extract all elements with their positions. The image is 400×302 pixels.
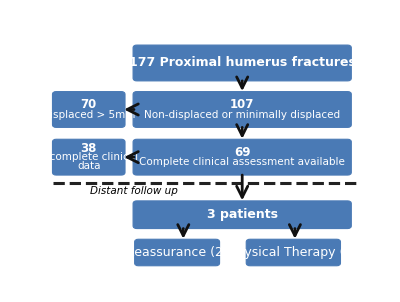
Text: 107: 107 <box>230 98 254 111</box>
FancyBboxPatch shape <box>246 239 340 266</box>
Text: 177 Proximal humerus fractures: 177 Proximal humerus fractures <box>129 56 356 69</box>
Text: Reassurance (2): Reassurance (2) <box>126 246 228 259</box>
Text: Displaced > 5mm: Displaced > 5mm <box>42 110 136 120</box>
Text: Incomplete clinical: Incomplete clinical <box>40 152 138 162</box>
FancyBboxPatch shape <box>133 139 351 175</box>
Text: data: data <box>77 161 100 171</box>
Text: 38: 38 <box>80 142 97 155</box>
Text: Complete clinical assessment available: Complete clinical assessment available <box>139 157 345 167</box>
FancyBboxPatch shape <box>135 239 220 266</box>
FancyBboxPatch shape <box>52 139 125 175</box>
Text: Distant follow up: Distant follow up <box>90 186 178 196</box>
Text: Physical Therapy (1): Physical Therapy (1) <box>229 246 358 259</box>
Text: 69: 69 <box>234 146 250 159</box>
FancyBboxPatch shape <box>133 92 351 127</box>
Text: Non-displaced or minimally displaced: Non-displaced or minimally displaced <box>144 110 340 120</box>
FancyBboxPatch shape <box>133 45 351 81</box>
FancyBboxPatch shape <box>133 201 351 229</box>
Text: 3 patients: 3 patients <box>207 208 278 221</box>
FancyBboxPatch shape <box>52 92 125 127</box>
Text: 70: 70 <box>81 98 97 111</box>
